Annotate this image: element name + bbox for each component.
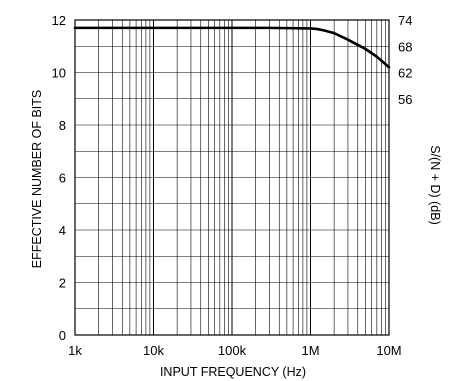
y-tick-label: 10 — [52, 66, 66, 81]
y-tick-label: 2 — [59, 276, 66, 291]
y2-tick-label: 56 — [398, 92, 412, 107]
x-tick-label: 1k — [68, 343, 82, 358]
grid-minor — [75, 20, 389, 335]
y-tick-label: 6 — [59, 171, 66, 186]
series-group — [73, 26, 391, 69]
y-tick-labels: 0 2 4 6 8 10 12 — [52, 13, 66, 343]
y2-tick-label: 68 — [398, 39, 412, 54]
y-tick-label: 12 — [52, 13, 66, 28]
x-tick-label: 10k — [143, 343, 164, 358]
y-tick-label: 0 — [59, 328, 66, 343]
x-tick-label: 1M — [301, 343, 319, 358]
y2-axis-label: S/(N + D) (dB) — [428, 145, 442, 225]
y2-tick-label: 74 — [398, 13, 412, 28]
x-tick-labels: 1k 10k 100k 1M 10M — [68, 343, 402, 358]
y-axis-label: EFFECTIVE NUMBER OF BITS — [30, 90, 44, 269]
y-tick-label: 8 — [59, 118, 66, 133]
x-tick-label: 100k — [218, 343, 247, 358]
y2-tick-labels: 74 68 62 56 — [398, 13, 412, 107]
y2-tick-label: 62 — [398, 66, 412, 81]
y-tick-label: 4 — [59, 223, 66, 238]
plot-frame — [74, 19, 390, 336]
x-tick-label: 10M — [376, 343, 401, 358]
series-line — [73, 26, 391, 69]
x-axis-label: INPUT FREQUENCY (Hz) — [160, 365, 306, 379]
